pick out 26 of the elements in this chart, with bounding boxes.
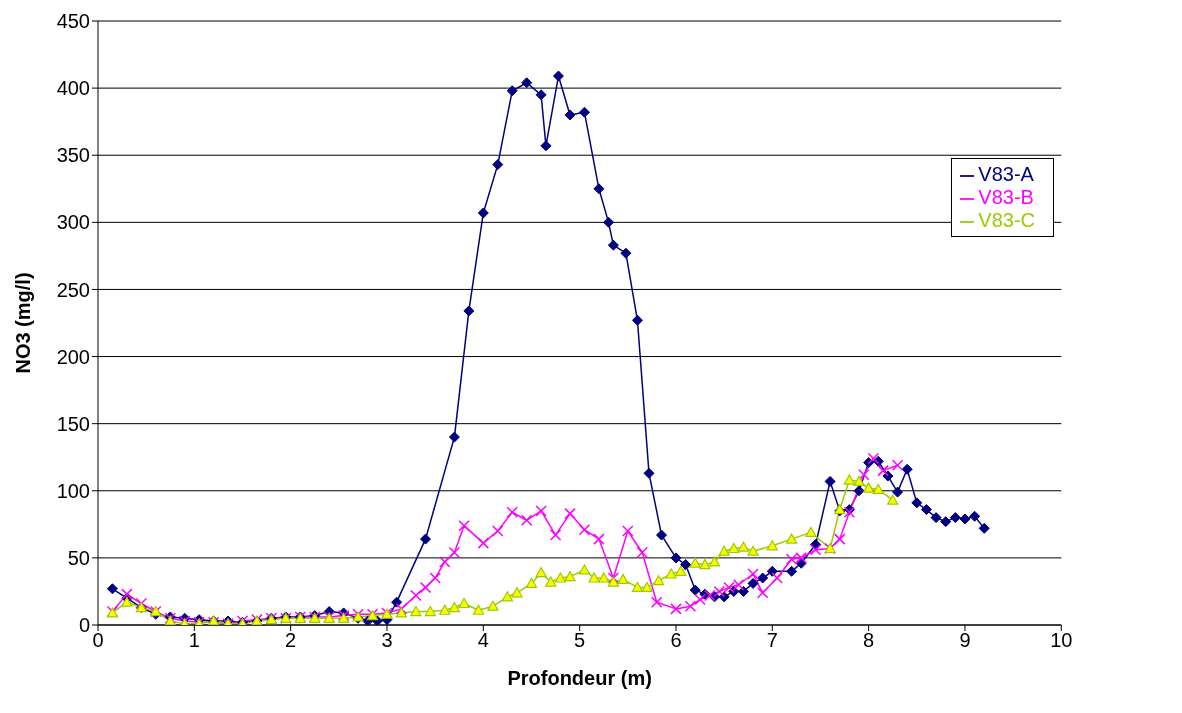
legend-label: V83-A [978, 163, 1034, 185]
x-tick-label: 7 [766, 629, 778, 652]
x-tick-label: 1 [188, 629, 200, 652]
x-tick-label: 8 [863, 629, 875, 652]
x-tick-label: 6 [670, 629, 682, 652]
legend-label: V83-C [978, 209, 1035, 231]
x-axis-title: Profondeur (m) [507, 667, 652, 689]
y-tick-label: 300 [56, 211, 90, 234]
y-tick-label: 200 [56, 345, 90, 368]
y-tick-label: 450 [56, 10, 90, 33]
y-tick-label: 0 [78, 614, 90, 637]
y-tick-label: 350 [56, 144, 90, 167]
x-tick-label: 10 [1050, 629, 1073, 652]
y-tick-label: 150 [56, 412, 90, 435]
x-tick-label: 2 [285, 629, 297, 652]
y-tick-label: 50 [67, 546, 90, 569]
x-tick-label: 4 [477, 629, 489, 652]
legend-label: V83-B [978, 186, 1034, 208]
y-tick-label: 400 [56, 77, 90, 100]
x-tick-label: 9 [959, 629, 971, 652]
x-tick-label: 5 [574, 629, 586, 652]
y-tick-label: 250 [56, 278, 90, 301]
y-axis-title: NO3 (mg/l) [12, 272, 35, 374]
y-tick-label: 100 [56, 479, 90, 502]
x-tick-label: 3 [381, 629, 393, 652]
x-tick-label: 0 [92, 629, 104, 652]
